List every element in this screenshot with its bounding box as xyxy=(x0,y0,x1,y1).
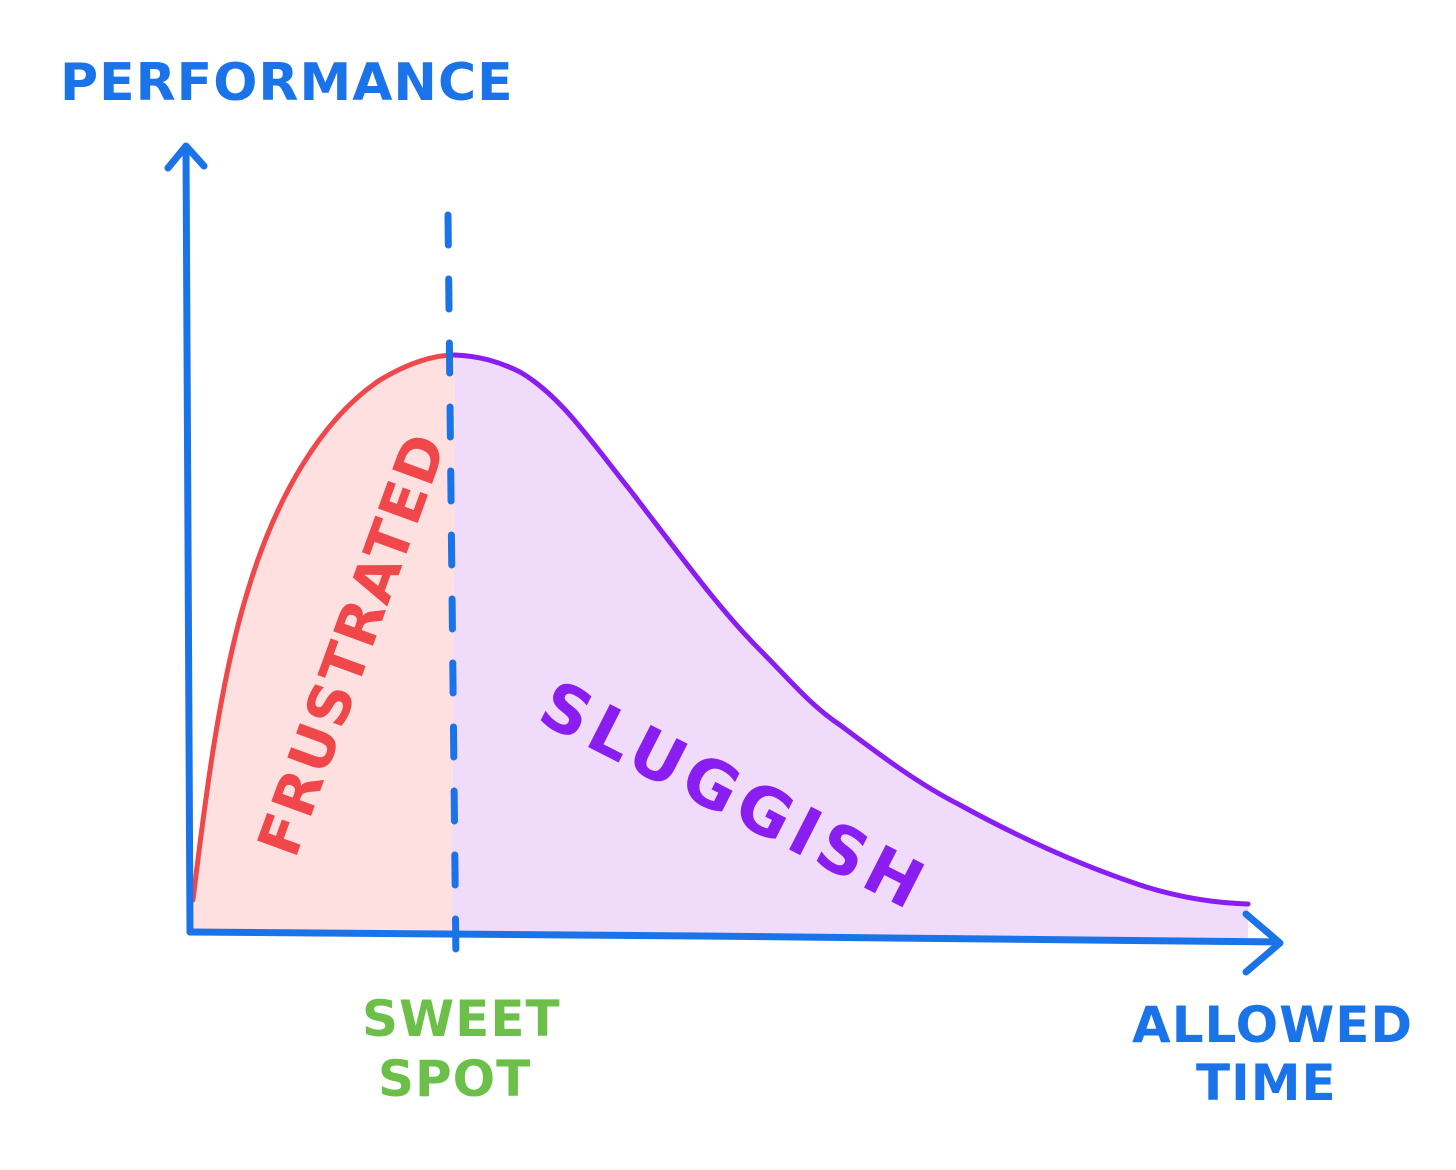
x-axis-arrow-icon xyxy=(1242,910,1284,976)
frustrated-curve xyxy=(190,352,458,903)
y-axis-label: PERFORMANCE xyxy=(60,53,514,113)
sluggish-curve xyxy=(452,352,1251,907)
y-axis-arrow-icon xyxy=(164,142,208,172)
x-axis-label-line2: TIME xyxy=(1196,1054,1337,1112)
x-axis xyxy=(186,928,1282,946)
sweet-spot-label-line1: SWEET xyxy=(362,990,561,1048)
frustrated-region-fill xyxy=(190,355,455,936)
y-axis xyxy=(182,144,194,936)
sluggish-region-fill xyxy=(452,355,1248,938)
x-axis-label-line1: ALLOWED xyxy=(1132,996,1413,1054)
sweet-spot-label-line2: SPOT xyxy=(378,1050,531,1108)
sweet-spot-dashed-line xyxy=(444,211,460,969)
